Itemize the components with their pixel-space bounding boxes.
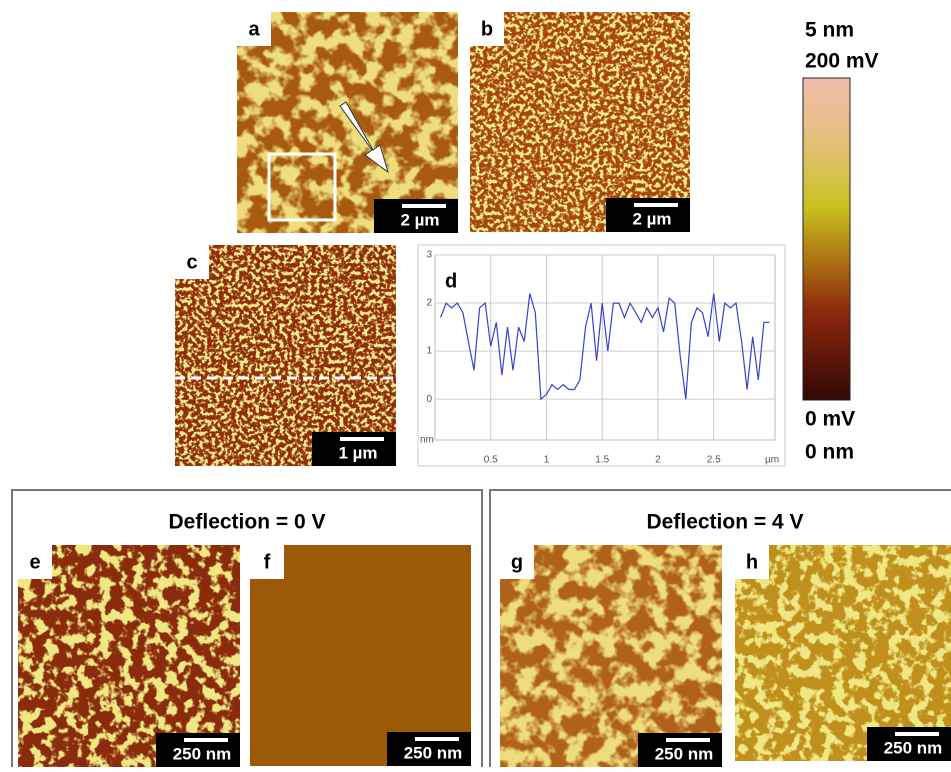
- scale-bar-label: 2 µm: [400, 210, 439, 229]
- afm-image: b 2 µm: [470, 12, 690, 232]
- afm-image: h 250 nm: [735, 545, 951, 761]
- y-tick-label: 2: [426, 298, 432, 309]
- x-tick-label: 2: [655, 455, 661, 466]
- y-tick-label: 3: [426, 250, 432, 261]
- afm-image: c 1 µm: [175, 245, 396, 466]
- scale-bar-label: 250 nm: [655, 744, 714, 763]
- scale-bar-label: 250 nm: [173, 744, 232, 763]
- afm-image: f 250 nm: [250, 545, 471, 766]
- colorbar-label: 0 mV: [805, 408, 855, 431]
- scale-bar-label: 250 nm: [884, 738, 943, 757]
- panel-label: h: [746, 551, 758, 573]
- panel-label: f: [264, 551, 271, 573]
- group-title: Deflection = 4 V: [647, 511, 804, 534]
- colorbar-label: 0 nm: [805, 441, 854, 464]
- y-tick-label: 1: [426, 346, 432, 357]
- colorbar: [803, 78, 850, 400]
- scale-bar-label: 250 nm: [404, 743, 463, 762]
- x-tick-label: 1.5: [595, 455, 609, 466]
- group-title: Deflection = 0 V: [169, 511, 326, 534]
- colorbar-label: 5 nm: [805, 19, 854, 42]
- afm-image: e 250 nm: [18, 545, 240, 767]
- afm-image: g 250 nm: [500, 545, 722, 767]
- panel-label: g: [511, 551, 523, 573]
- panel-label: e: [29, 551, 40, 573]
- scale-bar-label: 2 µm: [632, 209, 671, 228]
- afm-image: a 2 µm: [237, 12, 458, 233]
- panel-label: c: [186, 251, 197, 273]
- x-tick-label: 2.5: [707, 455, 721, 466]
- y-tick-label: 0: [426, 394, 432, 405]
- figure: Deflection = 0 V Deflection = 4 V 5 nm 2…: [0, 0, 951, 767]
- x-axis-label: µm: [765, 455, 779, 466]
- y-axis-label: nm: [420, 435, 434, 446]
- panel-label: b: [481, 18, 493, 40]
- scale-bar-label: 1 µm: [338, 443, 377, 462]
- chart-title: d: [445, 270, 457, 292]
- x-tick-label: 1: [544, 455, 550, 466]
- colorbar-label: 200 mV: [805, 50, 879, 73]
- chart-frame: [418, 245, 785, 466]
- x-tick-label: 0.5: [484, 455, 498, 466]
- panel-label: a: [248, 18, 260, 40]
- profile-chart: 0 1 2 3 0.5 1 1.5 2 2.5 nm µm d: [418, 245, 785, 466]
